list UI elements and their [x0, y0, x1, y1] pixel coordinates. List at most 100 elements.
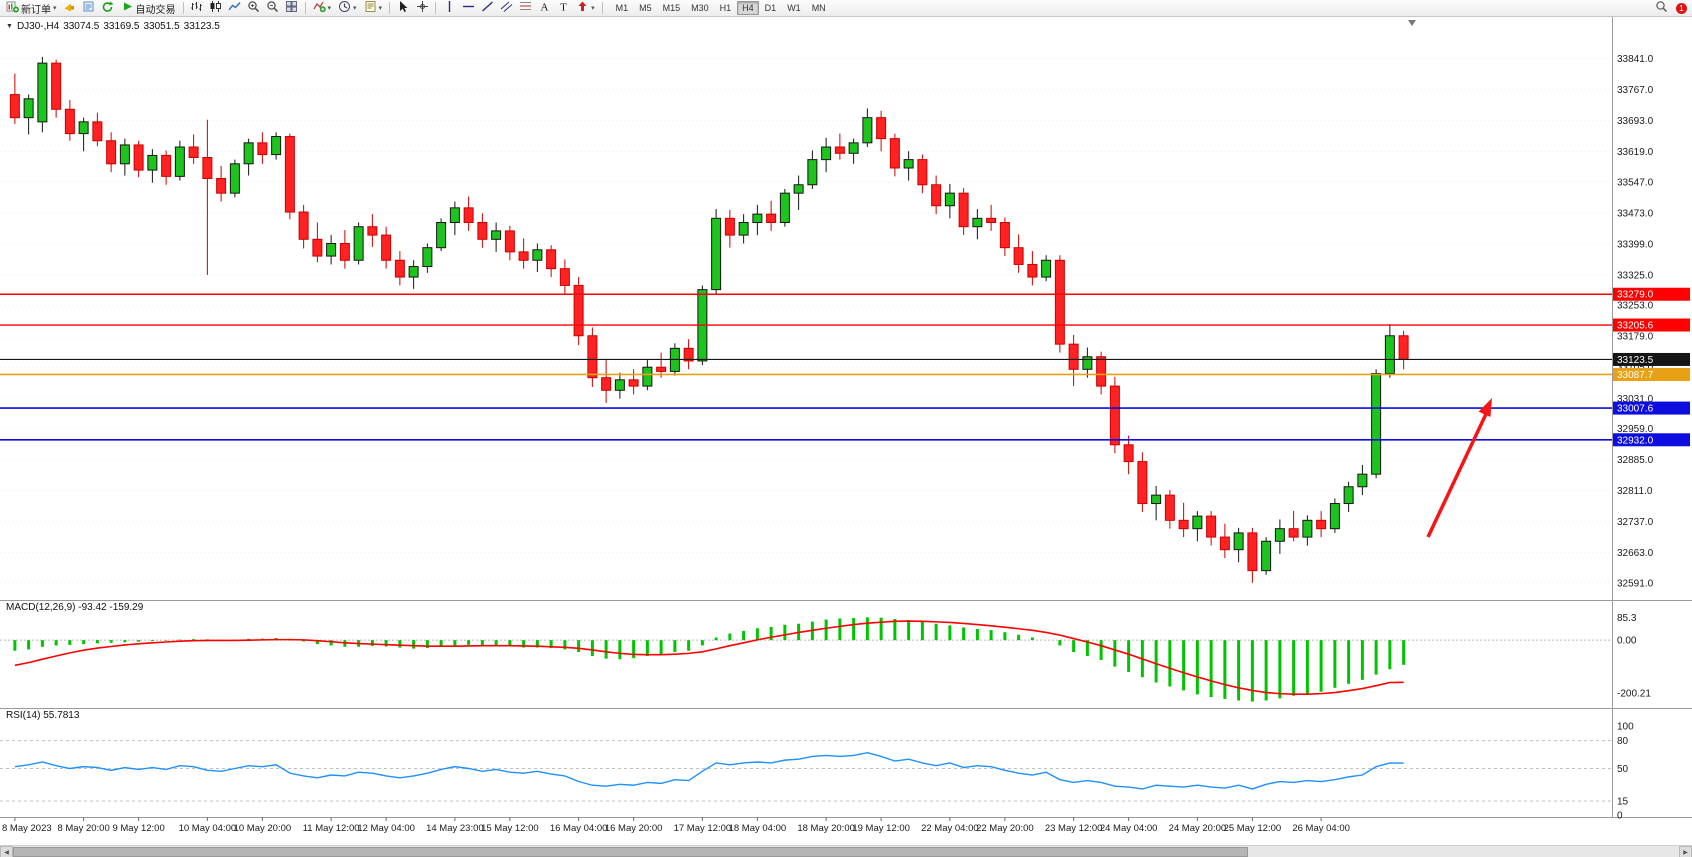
price-tick-label: 33547.0	[1617, 177, 1654, 188]
chart-canvas[interactable]: 33841.0 33767.0 33693.0 33619.0 33547.0 33473…	[0, 17, 1692, 840]
collapse-indicator-icon[interactable]: ▼	[6, 23, 13, 30]
templates-button[interactable]: ▾	[361, 1, 386, 16]
periods-button[interactable]: ▾	[335, 1, 360, 16]
candle-body	[1068, 343, 1079, 370]
close-value: 33123.5	[183, 21, 220, 32]
candle-body	[1316, 519, 1327, 530]
macd-tick-label: 0.00	[1617, 636, 1637, 647]
bar-chart-button[interactable]	[188, 1, 206, 16]
new-order-button[interactable]: 新订单 ▾	[3, 1, 60, 16]
scroll-left-arrow[interactable]: ◀	[0, 846, 13, 857]
time-tick-label: 18 May 20:00	[797, 823, 855, 834]
price-tick-label: 33253.0	[1617, 301, 1654, 312]
indicators-button[interactable]: ▾	[310, 1, 335, 16]
candle-body	[119, 144, 130, 165]
timeframe-D1-button[interactable]: D1	[764, 3, 777, 13]
time-tick-label: 17 May 12:00	[674, 823, 732, 834]
refresh-button[interactable]	[99, 1, 117, 16]
notification-badge[interactable]: 1	[1676, 2, 1687, 14]
timeframe-H4-button[interactable]: H4	[737, 1, 759, 15]
timeframe-M5-button[interactable]: M5	[639, 3, 652, 13]
candle-body	[1082, 356, 1093, 370]
rsi-axis: 100 80 50 15 0	[1617, 722, 1634, 822]
rsi-name: RSI(14)	[6, 710, 41, 721]
price-badge-33087.7[interactable]	[1613, 367, 1690, 381]
zoom-in-icon	[247, 0, 260, 16]
trendline-icon	[481, 0, 494, 16]
candle-body	[903, 159, 914, 169]
line-chart-button[interactable]	[226, 1, 244, 16]
macd-name: MACD(12,26,9)	[6, 602, 76, 613]
macd-signal-line	[14, 620, 1404, 695]
timeframe-toolbar: M1 M5 M15 M30 H1 H4 D1 W1 MN	[611, 1, 831, 15]
price-tick-label: 33693.0	[1617, 116, 1654, 127]
chart-window: 33841.0 33767.0 33693.0 33619.0 33547.0 33473…	[0, 17, 1692, 840]
timeframe-M30-button[interactable]: M30	[691, 3, 709, 13]
zoom-in-button[interactable]	[245, 1, 263, 16]
candle-body	[1398, 335, 1409, 360]
zoom-out-button[interactable]	[264, 1, 282, 16]
caret-down-icon: ▾	[591, 4, 595, 12]
candle-body	[1371, 373, 1382, 475]
candle-body	[78, 121, 89, 135]
timeframe-W1-button[interactable]: W1	[787, 3, 801, 13]
price-badge-33205.6[interactable]	[1613, 318, 1690, 332]
candle-body	[628, 379, 639, 387]
signals-button[interactable]	[61, 1, 79, 16]
candle-body	[766, 213, 777, 224]
fibonacci-button[interactable]	[516, 1, 534, 16]
toolbar: 新订单 ▾ 自动交易 ▾ ▾ ▾ A T ▾ M1 M5 M15 M30 H1 H4 D1 W…	[0, 0, 1692, 17]
price-tick-label: 33325.0	[1617, 270, 1654, 281]
crosshair-button[interactable]	[413, 1, 431, 16]
candle-body	[1151, 494, 1162, 505]
candle-body	[1274, 528, 1285, 542]
arrows-button[interactable]: ▾	[573, 1, 598, 16]
channel-button[interactable]	[497, 1, 515, 16]
search-button[interactable]	[1652, 1, 1670, 16]
channel-icon	[500, 0, 513, 16]
candle-body	[738, 222, 749, 236]
profiles-button[interactable]	[80, 1, 98, 16]
candle-body	[779, 192, 790, 224]
vertical-line-button[interactable]	[440, 1, 458, 16]
timeframe-M1-button[interactable]: M1	[615, 3, 629, 13]
trend-arrow-annotation[interactable]	[1426, 398, 1492, 538]
price-tick-label: 32737.0	[1617, 517, 1654, 528]
text-button[interactable]: A	[535, 1, 553, 16]
periods-icon	[338, 0, 351, 16]
candle-body	[724, 217, 735, 236]
candle-body	[1219, 536, 1230, 551]
price-badge-text: 33123.5	[1617, 355, 1654, 366]
timeframe-MN-button[interactable]: MN	[811, 3, 826, 13]
cursor-button[interactable]	[394, 1, 412, 16]
price-tick-label: 33619.0	[1617, 147, 1654, 158]
label-button[interactable]: T	[554, 1, 572, 16]
timeframe-H1-button[interactable]: H1	[719, 3, 732, 13]
candlestick-chart-button[interactable]	[207, 1, 225, 16]
price-badge-33007.6[interactable]	[1613, 401, 1690, 415]
price-badge-33123.5	[1613, 352, 1690, 366]
signals-icon	[63, 0, 76, 16]
price-badge-33279.0[interactable]	[1613, 287, 1690, 301]
candle-body	[1343, 486, 1354, 505]
trendline-button[interactable]	[478, 1, 496, 16]
candle-body	[1178, 519, 1189, 530]
toolbar-separator	[435, 2, 437, 14]
vertical-line-icon	[443, 0, 456, 16]
candle-body	[711, 217, 722, 291]
price-tick-label: 33031.0	[1617, 394, 1654, 405]
auto-trading-button[interactable]: 自动交易	[118, 1, 179, 16]
scroll-right-arrow[interactable]: ▶	[1679, 846, 1692, 857]
candle-body	[1013, 247, 1024, 265]
price-badge-32932.0[interactable]	[1613, 433, 1690, 447]
scrollbar-thumb[interactable]	[13, 847, 1248, 857]
fibonacci-icon	[519, 0, 532, 16]
horizontal-line-button[interactable]	[459, 1, 477, 16]
price-badge-text: 33205.6	[1617, 321, 1654, 332]
timeframe-M15-button[interactable]: M15	[662, 3, 681, 13]
chart-shift-marker[interactable]	[1408, 20, 1416, 26]
candle-body	[944, 192, 955, 207]
tile-windows-button[interactable]	[283, 1, 301, 16]
candle-body	[298, 211, 309, 240]
price-tick-label: 32591.0	[1617, 578, 1654, 589]
